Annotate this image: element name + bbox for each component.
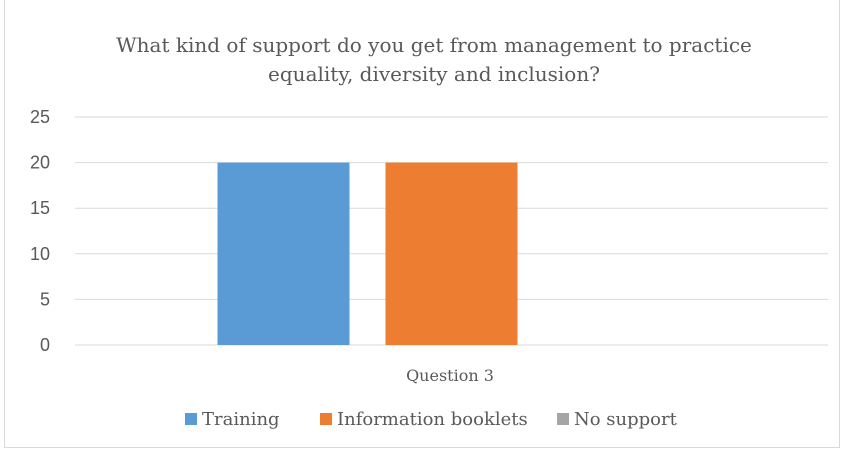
y-tick-label-10: 10 — [30, 244, 50, 264]
y-tick-label-0: 0 — [40, 335, 50, 355]
legend-label-training: Training — [202, 409, 280, 430]
legend-swatch-no-support — [557, 413, 569, 425]
y-tick-label-20: 20 — [30, 153, 50, 173]
y-tick-label-15: 15 — [30, 198, 50, 218]
legend-label-no-support: No support — [574, 409, 678, 430]
legend-swatch-training — [185, 413, 197, 425]
bar-information-booklets — [385, 162, 518, 345]
legend-swatch-information-booklets — [320, 413, 332, 425]
chart-title-line-1: What kind of support do you get from man… — [116, 33, 752, 57]
category-label: Question 3 — [406, 366, 494, 385]
chart-title-line-2: equality, diversity and inclusion? — [268, 62, 600, 86]
y-tick-label-5: 5 — [40, 289, 50, 309]
y-tick-label-25: 25 — [30, 107, 50, 127]
y-axis-ticks: 0 5 10 15 20 25 — [30, 107, 50, 355]
bar-training — [217, 162, 350, 345]
bars — [217, 162, 518, 345]
legend-label-information-booklets: Information booklets — [337, 409, 528, 430]
legend: Training Information booklets No support — [185, 409, 678, 430]
